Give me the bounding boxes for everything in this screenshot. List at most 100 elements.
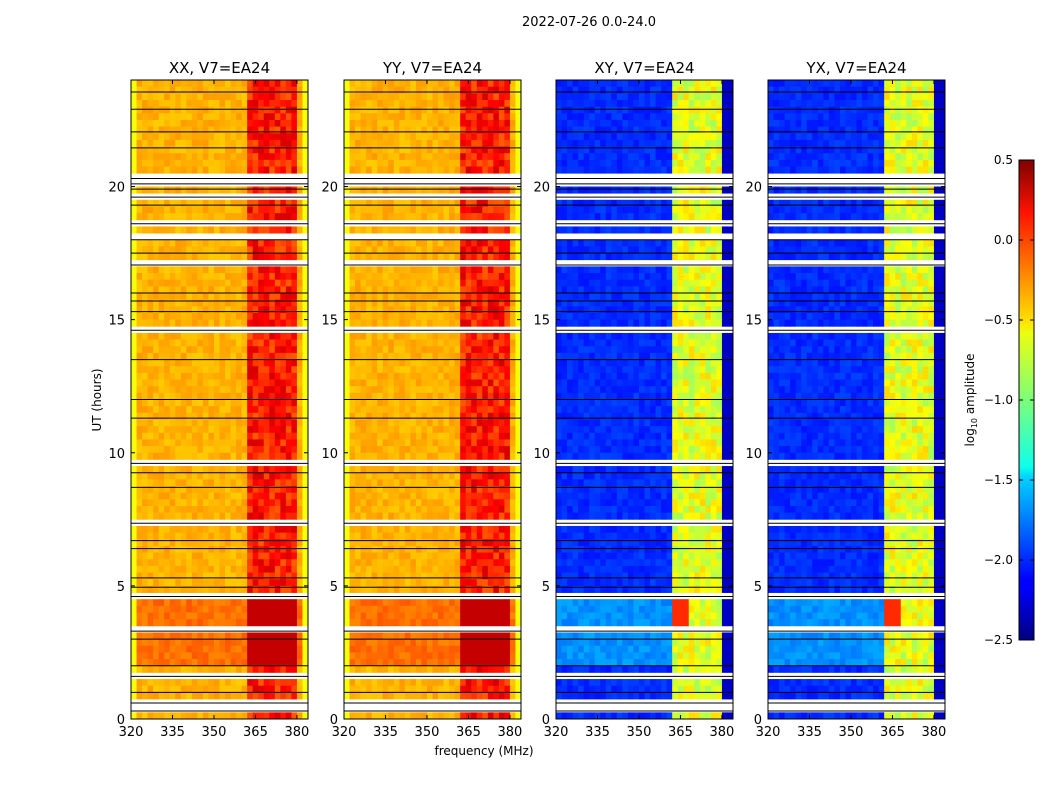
heatmap-cell bbox=[280, 579, 287, 587]
heatmap-cell bbox=[280, 86, 287, 94]
heatmap-cell bbox=[487, 379, 494, 387]
heatmap-cell bbox=[269, 199, 276, 207]
heatmap-cell bbox=[349, 486, 356, 494]
heatmap-cell bbox=[382, 406, 389, 414]
heatmap-cell bbox=[164, 379, 171, 387]
heatmap-cell bbox=[258, 659, 265, 667]
heatmap-cell bbox=[213, 386, 220, 394]
heatmap-cell bbox=[349, 106, 356, 114]
heatmap-cell bbox=[377, 319, 384, 327]
heatmap-cell bbox=[202, 659, 209, 667]
heatmap-cell bbox=[426, 432, 433, 440]
heatmap-cell bbox=[169, 86, 176, 94]
heatmap-cell bbox=[460, 506, 467, 514]
heatmap-cell bbox=[404, 306, 411, 314]
heatmap-cell bbox=[360, 446, 367, 454]
heatmap-cell bbox=[498, 492, 505, 500]
heatmap-cell bbox=[186, 585, 193, 593]
heatmap-cell bbox=[164, 466, 171, 474]
heatmap-cell bbox=[366, 466, 373, 474]
heatmap-cell bbox=[225, 605, 231, 613]
heatmap-cell bbox=[432, 412, 439, 420]
heatmap-cell bbox=[219, 419, 226, 427]
heatmap-cell bbox=[236, 499, 243, 507]
heatmap-cell bbox=[302, 432, 309, 440]
heatmap-cell bbox=[399, 366, 406, 374]
heatmap-cell bbox=[142, 512, 148, 520]
heatmap-cell bbox=[382, 239, 389, 247]
heatmap-cell bbox=[454, 352, 461, 360]
heatmap-cell bbox=[164, 512, 171, 520]
heatmap-cell bbox=[197, 532, 204, 540]
heatmap-cell bbox=[399, 492, 406, 500]
heatmap-cell bbox=[197, 619, 204, 627]
heatmap-cell bbox=[393, 406, 400, 414]
heatmap-cell bbox=[142, 106, 148, 114]
heatmap-cell bbox=[366, 312, 373, 321]
heatmap-cell bbox=[399, 332, 406, 340]
heatmap-cell bbox=[269, 113, 276, 121]
heatmap-cell bbox=[388, 159, 395, 167]
heatmap-cell bbox=[263, 133, 270, 141]
heatmap-cell bbox=[180, 605, 187, 613]
heatmap-cell bbox=[180, 432, 187, 440]
heatmap-cell bbox=[487, 565, 494, 573]
heatmap-cell bbox=[404, 186, 411, 194]
heatmap-cell bbox=[269, 406, 276, 414]
heatmap-cell bbox=[415, 352, 422, 360]
heatmap-cell bbox=[493, 585, 500, 593]
heatmap-cell bbox=[366, 479, 373, 487]
heatmap-cell bbox=[465, 452, 472, 460]
heatmap-cell bbox=[349, 512, 356, 520]
heatmap-cell bbox=[377, 139, 384, 147]
heatmap-cell bbox=[164, 406, 171, 414]
heatmap-cell bbox=[515, 525, 522, 534]
heatmap-cell bbox=[432, 126, 439, 134]
heatmap-cell bbox=[382, 579, 389, 587]
heatmap-cell bbox=[236, 712, 243, 720]
heatmap-cell bbox=[258, 572, 265, 580]
heatmap-cell bbox=[153, 585, 160, 593]
heatmap-cell bbox=[404, 499, 411, 507]
heatmap-cell bbox=[236, 213, 243, 221]
heatmap-cell bbox=[186, 532, 193, 540]
heatmap-cell bbox=[493, 80, 500, 88]
heatmap-cell bbox=[344, 379, 350, 387]
heatmap-cell bbox=[131, 392, 137, 400]
heatmap-cell bbox=[280, 159, 287, 167]
heatmap-cell bbox=[252, 126, 259, 134]
heatmap-cell bbox=[493, 525, 500, 534]
heatmap-cell bbox=[426, 366, 433, 374]
heatmap-cell bbox=[371, 446, 378, 454]
heatmap-cell bbox=[247, 619, 254, 627]
heatmap-cell bbox=[471, 266, 478, 274]
heatmap-cell bbox=[186, 605, 193, 613]
heatmap-cell bbox=[355, 339, 361, 347]
heatmap-cell bbox=[153, 552, 160, 560]
heatmap-cell bbox=[274, 146, 281, 154]
heatmap-cell bbox=[291, 106, 298, 114]
heatmap-cell bbox=[302, 86, 309, 94]
heatmap-cell bbox=[449, 452, 456, 460]
heatmap-cell bbox=[186, 512, 193, 520]
heatmap-cell bbox=[487, 346, 494, 354]
heatmap-cell bbox=[487, 199, 494, 207]
heatmap-cell bbox=[509, 372, 516, 380]
heatmap-cell bbox=[482, 166, 489, 174]
heatmap-cell bbox=[191, 392, 198, 400]
heatmap-cell bbox=[169, 392, 176, 400]
heatmap-cell bbox=[147, 632, 154, 640]
heatmap-cell bbox=[515, 565, 522, 573]
heatmap-cell bbox=[197, 419, 204, 427]
heatmap-cell bbox=[393, 472, 400, 480]
heatmap-cell bbox=[208, 126, 215, 134]
heatmap-cell bbox=[191, 579, 198, 587]
heatmap-cell bbox=[158, 99, 165, 108]
heatmap-cell bbox=[252, 545, 259, 553]
heatmap-cell bbox=[219, 352, 226, 360]
heatmap-cell bbox=[208, 532, 215, 540]
heatmap-cell bbox=[213, 492, 220, 500]
heatmap-cell bbox=[247, 545, 254, 553]
heatmap-cell bbox=[426, 279, 433, 287]
heatmap-cell bbox=[493, 106, 500, 114]
